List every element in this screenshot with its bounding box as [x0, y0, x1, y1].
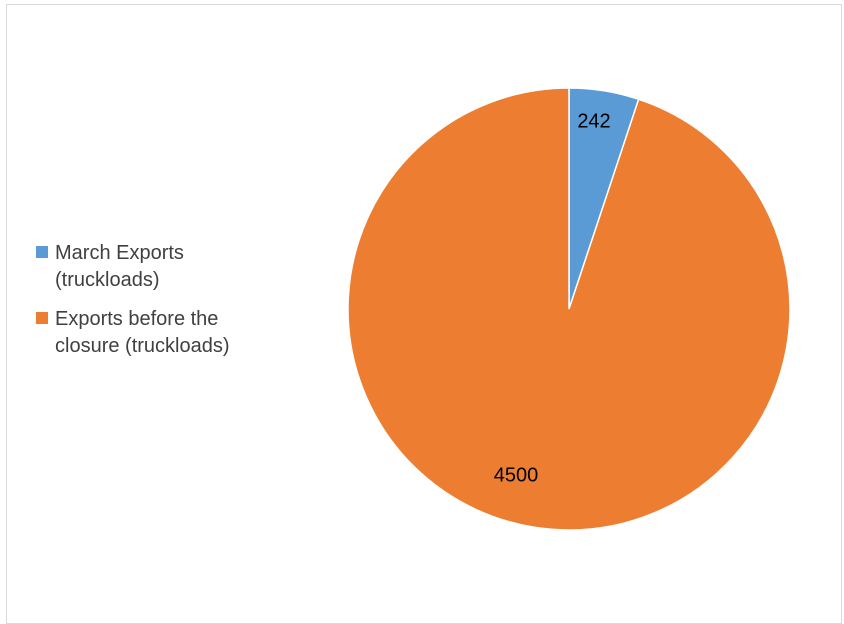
pie-slices — [347, 87, 791, 531]
legend-label-march-exports: March Exports (truckloads) — [55, 242, 184, 291]
chart-legend: March Exports (truckloads) Exports befor… — [36, 240, 296, 372]
data-label-1: 4500 — [494, 464, 539, 486]
legend-swatch-march-exports — [36, 246, 48, 258]
pie-data-labels: 242 4500 — [494, 110, 611, 486]
legend-swatch-exports-before-closure — [36, 312, 48, 324]
legend-item-march-exports: March Exports (truckloads) — [36, 240, 296, 294]
legend-item-exports-before-closure: Exports before the closure (truckloads) — [36, 306, 296, 360]
pie-slice-1 — [347, 87, 791, 531]
data-label-0: 242 — [577, 110, 610, 132]
pie-chart: 242 4500 — [347, 87, 791, 531]
legend-label-exports-before-closure: Exports before the closure (truckloads) — [55, 308, 230, 357]
